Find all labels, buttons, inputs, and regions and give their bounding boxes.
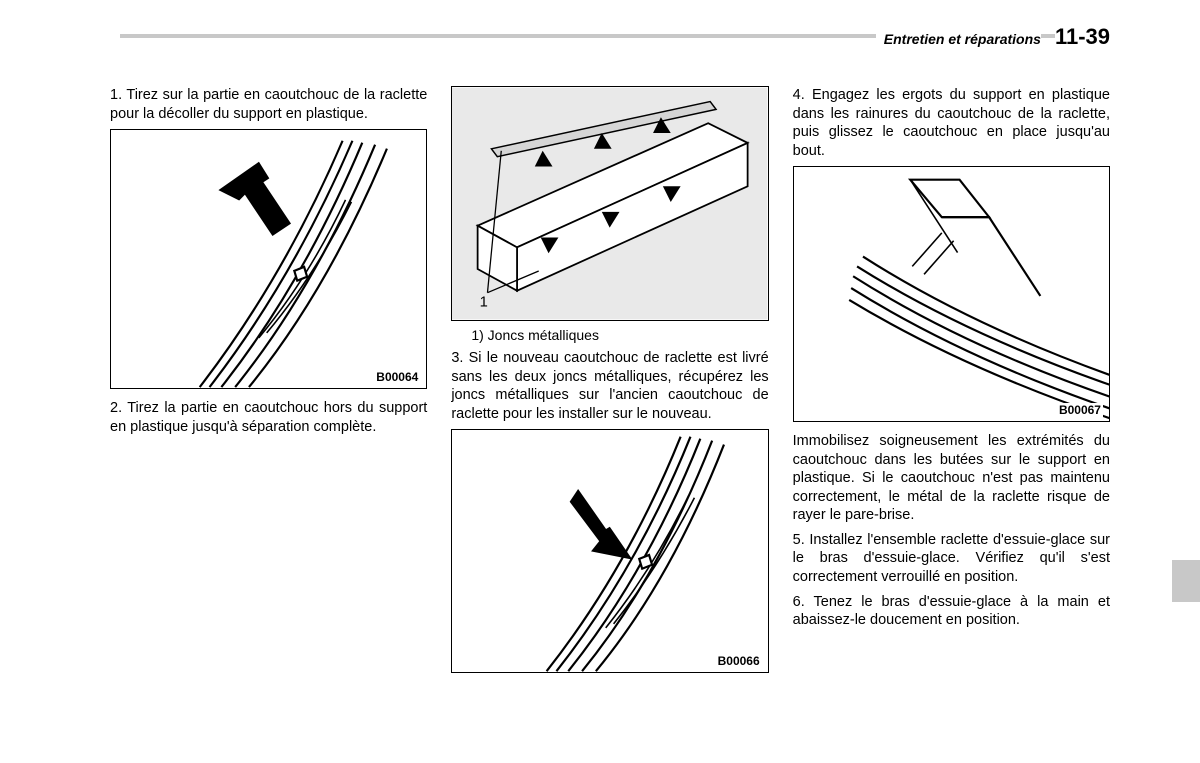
step-6-text: 6. Tenez le bras d'essuie-glace à la mai… <box>793 593 1110 630</box>
wiper-pull-up-illustration <box>111 130 426 388</box>
after-fig-para: Immobilisez soigneusement les extrémités… <box>793 432 1110 525</box>
svg-text:1: 1 <box>480 294 488 310</box>
step-3-text: 3. Si le nouveau caoutchouc de raclette … <box>451 349 768 423</box>
wiper-push-down-illustration <box>452 430 767 672</box>
figure-label: B00064 <box>374 370 420 384</box>
page-number: 11-39 <box>1055 24 1110 50</box>
section-title: Entretien et réparations <box>876 31 1041 47</box>
step-2-text: 2. Tirez la partie en caoutchouc hors du… <box>110 399 427 436</box>
figure-metal-strips: 1 <box>451 86 768 321</box>
step-4-text: 4. Engagez les ergots du support en plas… <box>793 86 1110 160</box>
figure-b00066: B00066 <box>451 429 768 673</box>
content-columns: 1. Tirez sur la partie en caoutchouc de … <box>110 86 1110 673</box>
step-1-text: 1. Tirez sur la partie en caoutchouc de … <box>110 86 427 123</box>
page-header: Entretien et réparations 11-39 <box>876 24 1110 50</box>
wiper-assembly-illustration <box>794 167 1109 421</box>
column-3: 4. Engagez les ergots du support en plas… <box>793 86 1110 673</box>
column-2: 1 1) Joncs métalliques 3. Si le nouveau … <box>451 86 768 673</box>
figure-b00064: B00064 <box>110 129 427 389</box>
figure-label: B00067 <box>1057 403 1103 417</box>
step-5-text: 5. Installez l'ensemble raclette d'essui… <box>793 531 1110 587</box>
side-tab <box>1172 560 1200 602</box>
metal-strips-illustration: 1 <box>452 87 767 320</box>
column-1: 1. Tirez sur la partie en caoutchouc de … <box>110 86 427 673</box>
figure-b00067: B00067 <box>793 166 1110 422</box>
figure-label: B00066 <box>716 654 762 668</box>
figure-b-caption: 1) Joncs métalliques <box>471 327 768 343</box>
